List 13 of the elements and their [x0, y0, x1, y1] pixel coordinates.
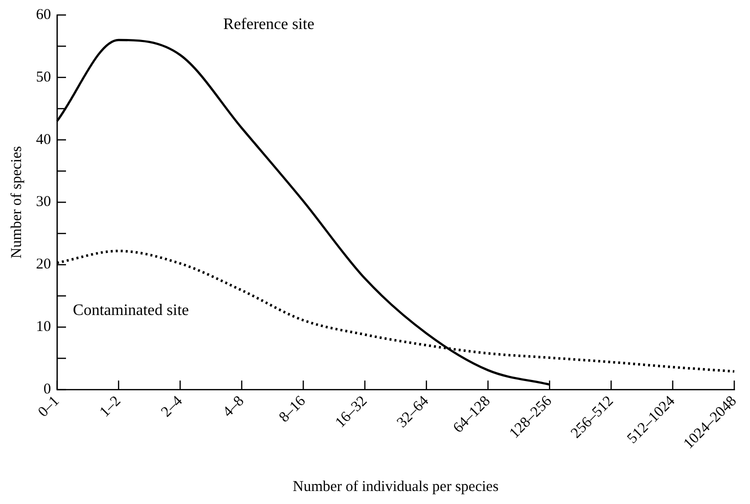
x-tick-label: 2–4	[158, 392, 186, 420]
x-axis-title: Number of individuals per species	[292, 478, 499, 495]
text: Reference site	[223, 16, 314, 34]
y-tick-label: 60	[36, 6, 51, 23]
y-axis-title: Number of species	[8, 146, 25, 259]
y-tick-label: 50	[36, 69, 51, 86]
x-tick-label: 4–8	[220, 393, 248, 420]
y-tick-label: 20	[36, 256, 51, 273]
y-tick-label: 40	[36, 132, 51, 148]
y-tick-label: 30	[36, 194, 51, 210]
text: Contaminated site	[72, 302, 189, 320]
y-tick-label: 10	[36, 319, 51, 336]
x-tick-label: 1–2	[96, 393, 124, 420]
